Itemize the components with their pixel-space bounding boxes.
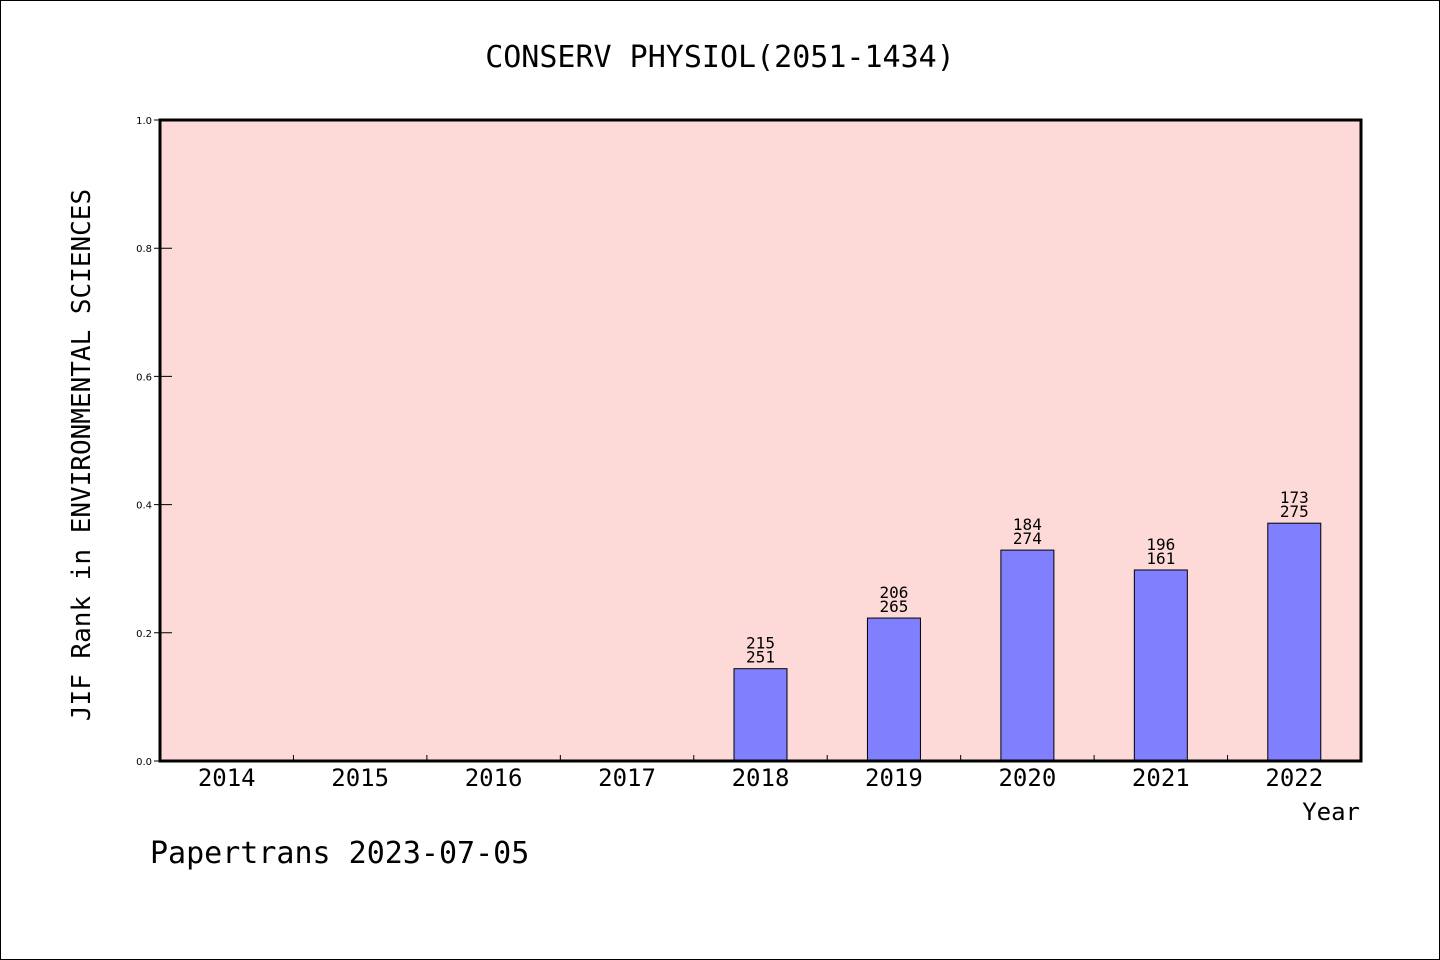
- bar-label-bottom: 265: [879, 597, 908, 616]
- bar-label-top: 196: [1146, 535, 1175, 554]
- x-axis-ticks: 2014 2015 2016 2017 2018 2019 2020 2021 2022: [198, 755, 1323, 792]
- bar-label-top: 206: [879, 583, 908, 602]
- y-axis-ticks: 0.0 0.2 0.4 0.6 0.8 1.0: [136, 116, 172, 768]
- y-tick-label: 1.0: [136, 116, 152, 127]
- x-tick-label: 2019: [865, 764, 923, 792]
- x-tick-label: 2014: [198, 764, 256, 792]
- y-tick-label: 0.6: [136, 372, 152, 383]
- chart-title: CONSERV PHYSIOL(2051-1434): [485, 40, 955, 75]
- x-tick-label: 2022: [1265, 764, 1323, 792]
- x-tick-label: 2015: [331, 764, 389, 792]
- x-tick-label: 2018: [732, 764, 790, 792]
- bar-label-top: 173: [1280, 488, 1309, 507]
- footer-text: Papertrans 2023-07-05: [150, 836, 529, 871]
- x-tick-label: 2017: [598, 764, 656, 792]
- bar-2019: [866, 617, 921, 762]
- bar-label-bottom: 275: [1280, 502, 1309, 521]
- bars-group: [733, 522, 1322, 762]
- plot-border: [158, 118, 1363, 763]
- x-tick-label: 2020: [998, 764, 1056, 792]
- bar-2021: [1133, 569, 1188, 762]
- bar-label-bottom: 274: [1013, 529, 1042, 548]
- bar-label-top: 184: [1013, 515, 1042, 534]
- y-tick-label: 0.0: [136, 757, 152, 768]
- x-axis-label: Year: [1302, 798, 1360, 826]
- bar-label-top: 215: [746, 634, 775, 653]
- y-tick-label: 0.4: [136, 501, 152, 512]
- y-axis-label: JIF Rank in ENVIRONMENTAL SCIENCES: [67, 189, 97, 721]
- x-tick-label: 2021: [1132, 764, 1190, 792]
- bar-2018: [733, 668, 788, 762]
- y-tick-label: 0.2: [136, 629, 152, 640]
- y-tick-label: 0.8: [136, 244, 152, 255]
- x-tick-label: 2016: [465, 764, 523, 792]
- bar-2020: [1000, 549, 1055, 762]
- bar-label-bottom: 161: [1146, 549, 1175, 568]
- bar-2022: [1267, 522, 1322, 762]
- bar-label-bottom: 251: [746, 648, 775, 667]
